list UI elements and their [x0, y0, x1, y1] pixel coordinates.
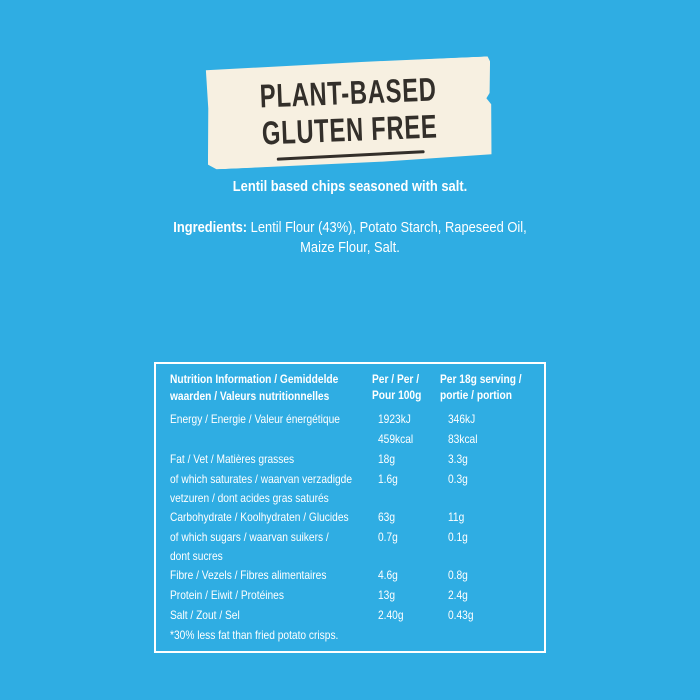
banner-underline-decoration: [277, 150, 425, 160]
table-row-energy: Energy / Energie / Valeur énergétique 19…: [170, 412, 478, 446]
table-row-fibre: Fibre / Vezels / Fibres alimentaires 4.6…: [170, 568, 468, 582]
header-per-18g-serving: Per 18g serving / portie / portion: [439, 372, 522, 402]
ingredients-line-2: Maize Flour, Salt.: [300, 239, 400, 256]
claim-gluten-free: GLUTEN FREE: [261, 107, 439, 152]
ingredients-label: Ingredients:: [173, 219, 248, 236]
table-row-saturates: of which saturates / waarvan verzadigde …: [170, 472, 468, 505]
nutrition-table: Nutrition Information / Gemiddelde waard…: [154, 362, 546, 653]
table-row-salt: Salt / Zout / Sel 2.40g 0.43g: [170, 608, 474, 622]
table-row-fat: Fat / Vet / Matières grasses 18g 3.3g: [170, 452, 468, 466]
fat-comparison-footnote: *30% less fat than fried potato crisps.: [170, 628, 339, 642]
product-description: Lentil based chips seasoned with salt.: [232, 178, 468, 195]
nutrition-rows: Energy / Energie / Valeur énergétique 19…: [170, 409, 536, 625]
table-row-carbohydrate: Carbohydrate / Koolhydraten / Glucides 6…: [170, 510, 465, 524]
claims-banner: PLANT-BASED GLUTEN FREE: [204, 56, 494, 169]
header-per-100g: Per / Per / Pour 100g: [371, 372, 422, 402]
table-row-protein: Protein / Eiwit / Protéines 13g 2.4g: [170, 588, 468, 602]
nutrition-table-header: Nutrition Information / Gemiddelde waard…: [170, 371, 536, 405]
ingredients-text: Lentil Flour (43%), Potato Starch, Rapes…: [247, 219, 527, 236]
table-row-sugars: of which sugars / waarvan suikers / dont…: [170, 530, 468, 563]
header-nutrition-information: Nutrition Information / Gemiddelde waard…: [170, 372, 339, 403]
ingredients-block: Ingredients: Lentil Flour (43%), Potato …: [0, 218, 700, 258]
ingredients-line-1: Ingredients: Lentil Flour (43%), Potato …: [49, 218, 651, 238]
